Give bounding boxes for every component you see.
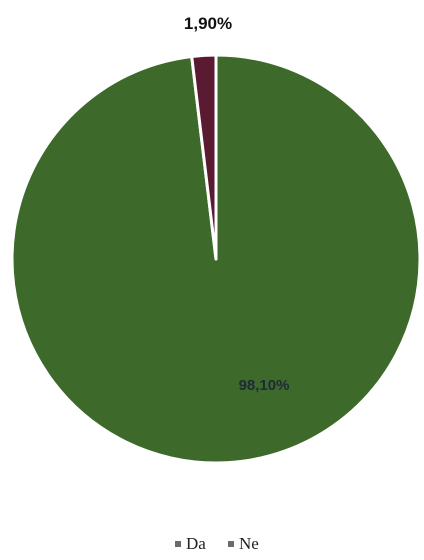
legend-swatch-da [175,541,181,547]
slice-label-da: 98,10% [239,377,290,394]
slice-label-ne: 1,90% [184,14,232,33]
legend-label-ne: Ne [239,534,259,553]
pie-slice-labels: 98,10% 1,90% [184,14,290,394]
pie-slice-ne [190,53,218,261]
legend-label-da: Da [186,534,206,553]
legend-swatch-ne [228,541,234,547]
pie-slices [10,53,422,465]
legend: Da Ne [175,534,259,553]
